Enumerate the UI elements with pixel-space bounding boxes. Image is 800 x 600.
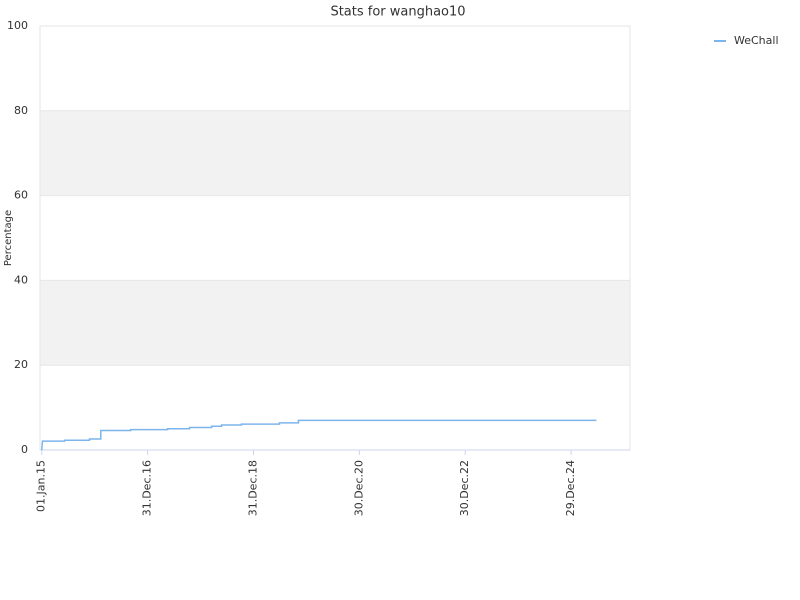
y-axis-label: Percentage <box>3 210 14 266</box>
x-tick-label: 30.Dec.22 <box>458 460 471 516</box>
x-tick-label: 31.Dec.18 <box>246 460 259 516</box>
data-line <box>40 419 597 451</box>
x-tick-label: 31.Dec.16 <box>141 460 154 516</box>
x-tick-label: 01.Jan.15 <box>35 460 48 512</box>
y-tick-label: 100 <box>7 19 28 32</box>
plot-band <box>40 280 630 366</box>
plot-area <box>39 25 631 451</box>
y-tick-label: 40 <box>14 273 28 286</box>
y-tick-label: 0 <box>21 443 28 456</box>
plot-band <box>40 110 630 196</box>
y-tick-label: 60 <box>14 189 28 202</box>
legend-label: WeChall <box>734 34 779 47</box>
x-tick-label: 30.Dec.20 <box>352 460 365 516</box>
chart-title: Stats for wanghao10 <box>330 5 465 20</box>
y-tick-label: 80 <box>14 104 28 117</box>
y-tick-label: 20 <box>14 358 28 371</box>
x-tick-label: 29.Dec.24 <box>564 460 577 516</box>
